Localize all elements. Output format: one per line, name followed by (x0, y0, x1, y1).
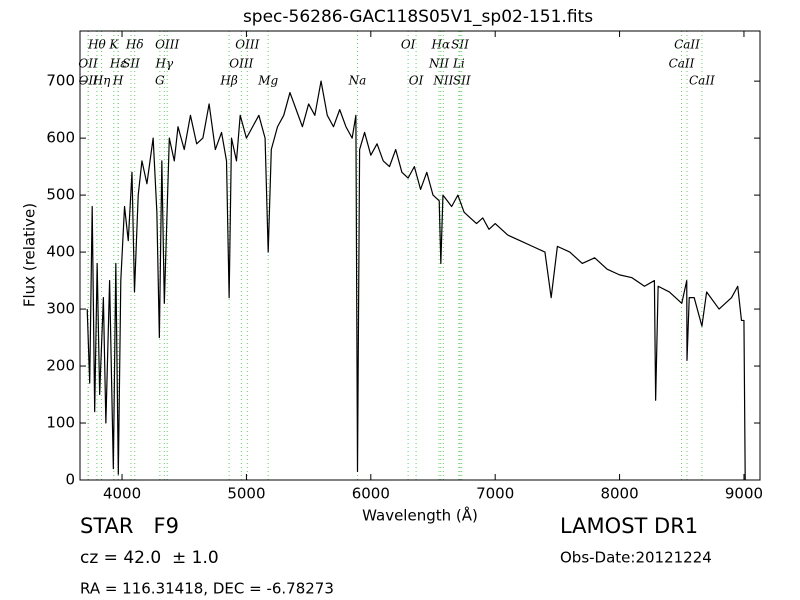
spectral-line-label: Hγ (155, 57, 174, 71)
redshift: cz = 42.0 ± 1.0 (80, 548, 219, 568)
spectral-line-label: Hθ (87, 38, 106, 52)
spectrum-line (86, 80, 746, 480)
y-tick-label: 0 (65, 471, 75, 489)
spectral-line-label: NII (432, 74, 453, 88)
spectral-line-label: Na (348, 74, 367, 88)
object-class: STAR F9 (80, 514, 179, 538)
chart-title: spec-56286-GAC118S05V1_sp02-151.fits (243, 7, 593, 27)
spectral-line-label: Hα (431, 38, 451, 52)
spectral-line-label: OIII (155, 38, 179, 52)
spectral-line-label: OII (79, 74, 99, 88)
spectral-line-label: NII (428, 57, 449, 71)
y-tick-label: 300 (46, 300, 75, 318)
survey: LAMOST DR1 (560, 514, 698, 538)
y-tick-label: 400 (46, 243, 75, 261)
x-tick-label: 4000 (103, 485, 141, 503)
y-tick-label: 100 (46, 414, 75, 432)
spectral-line-label: H (112, 74, 124, 88)
spectral-line-label: Hβ (219, 74, 237, 88)
spectral-line-label: OIII (235, 38, 259, 52)
spectral-line-label: Mg (257, 74, 278, 88)
x-tick-label: 6000 (352, 485, 390, 503)
x-tick-label: 7000 (476, 485, 514, 503)
spectral-line-label: CaII (689, 74, 715, 88)
spectral-line-label: G (155, 74, 165, 88)
y-tick-label: 600 (46, 129, 75, 147)
x-axis-label: Wavelength (Å) (362, 506, 478, 525)
y-tick-label: 200 (46, 357, 75, 375)
spectral-line-label: SII (451, 38, 469, 52)
spectral-line-label: Hη (92, 74, 111, 88)
spectral-line-label: CaII (669, 57, 695, 71)
plot-frame (79, 30, 761, 481)
spectral-line-label: SII (122, 57, 140, 71)
plot-area (86, 80, 746, 480)
y-tick-label: 700 (46, 72, 75, 90)
spectral-line-label: OI (401, 38, 416, 52)
spectral-line-label: SII (453, 74, 471, 88)
x-tick-label: 8000 (600, 485, 638, 503)
spectral-line-label: Li (452, 57, 465, 71)
spectral-line-label: OIII (229, 57, 253, 71)
spectral-line-label: K (108, 38, 119, 52)
x-tick-label: 5000 (227, 485, 265, 503)
spectral-line-label: CaII (674, 38, 700, 52)
coordinates: RA = 116.31418, DEC = -6.78273 (80, 580, 334, 598)
spectral-line-label: Hδ (125, 38, 144, 52)
axes: 4000 5000 6000 7000 8000 9000 0 100 200 300 400 500… (46, 31, 763, 503)
obs-date: Obs-Date:20121224 (560, 549, 712, 567)
y-axis-label: Flux (relative) (21, 203, 39, 307)
spectral-line-label: OI (409, 74, 424, 88)
x-tick-label: 9000 (725, 485, 763, 503)
y-tick-label: 500 (46, 186, 75, 204)
